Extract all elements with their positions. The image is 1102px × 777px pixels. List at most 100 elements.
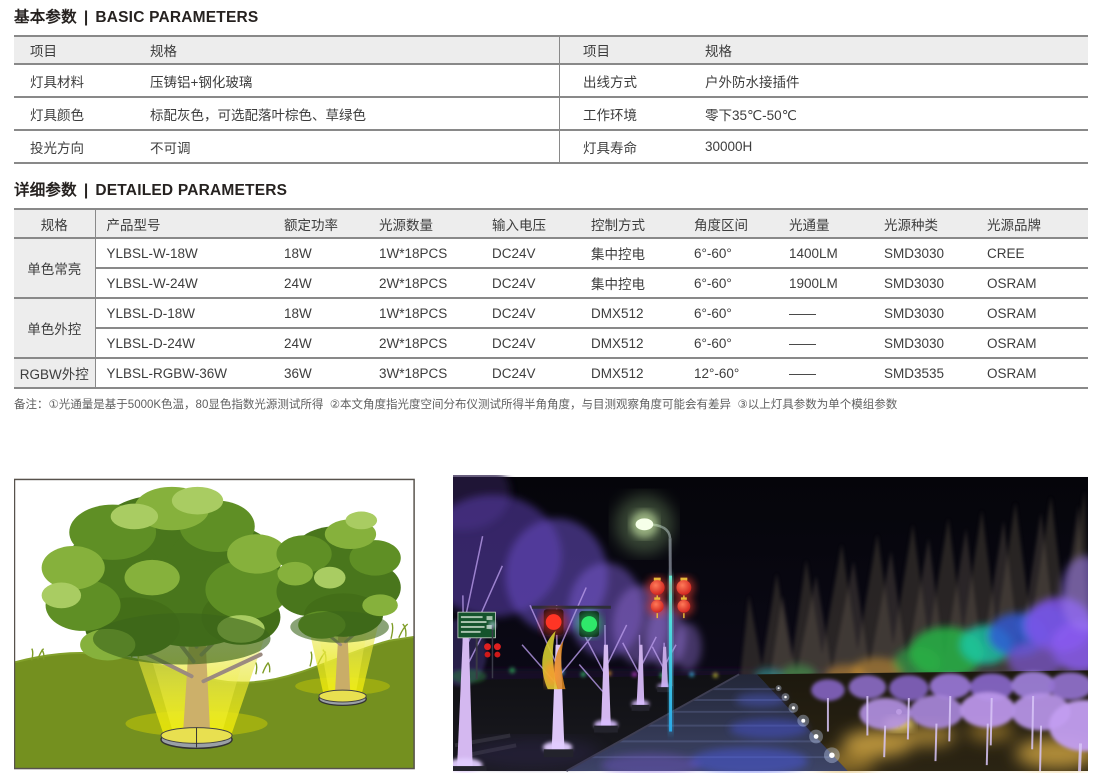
cell-value: 标配灰色，可选配落叶棕色、草绿色 (150, 96, 560, 130)
cell-voltage: DC24V (481, 357, 580, 388)
walkway-glows (600, 693, 808, 773)
cell-led-brand: OSRAM (976, 357, 1088, 388)
traffic-signals (531, 605, 611, 638)
cell-flux: 1900LM (778, 267, 873, 298)
cell-led-type: SMD3030 (873, 297, 976, 328)
road-sign (457, 611, 496, 680)
table-header-row: 项目 规格 (14, 35, 560, 64)
cell-led-qty: 2W*18PCS (368, 327, 481, 358)
cell-model: YLBSL-D-18W (95, 297, 273, 328)
cell-model: YLBSL-W-24W (95, 267, 273, 298)
purple-street-trees (452, 494, 702, 772)
remarks-note: 备注：①光通量是基于5000K色温，80显色指数光源测试所得 ②本文角度指光度空… (14, 399, 898, 411)
red-signal-light (545, 614, 562, 630)
col-header-led-qty: 光源数量 (368, 208, 481, 238)
cell-spec-group: 单色常亮 (14, 237, 96, 298)
cell-led-qty: 1W*18PCS (368, 297, 481, 328)
basic-params-table: 项目 规格 灯具材料 压铸铝+钢化玻璃 灯具颜色 标配灰色，可选配落叶棕色、草绿… (14, 35, 1088, 164)
cell-spec-group: RGBW外控 (14, 357, 96, 388)
cell-angle: 6°-60° (683, 297, 778, 328)
table-row: 灯具颜色 标配灰色，可选配落叶棕色、草绿色 (14, 96, 560, 130)
table-row: YLBSL-W-24W 24W 2W*18PCS DC24V 集中控电 6°-6… (14, 267, 1088, 298)
cell-value: 户外防水接插件 (705, 63, 1088, 97)
cell-control: 集中控电 (580, 237, 683, 268)
table-row: 投光方向 不可调 (14, 129, 560, 163)
cell-flux: 1400LM (778, 237, 873, 268)
cell-led-qty: 3W*18PCS (368, 357, 481, 388)
col-header-control: 控制方式 (580, 208, 683, 238)
cell-item: 灯具颜色 (14, 96, 150, 130)
figures-row (14, 475, 1088, 773)
title-separator: | (83, 9, 89, 26)
purple-tree-trunks (826, 696, 1082, 772)
basic-params-title: 基本参数 | BASIC PARAMETERS (14, 8, 1088, 28)
cell-item: 灯具材料 (14, 63, 150, 97)
cell-angle: 6°-60° (683, 267, 778, 298)
table-row: 灯具寿命 30000H (560, 129, 1088, 163)
col-header-led-brand: 光源品牌 (976, 208, 1088, 238)
cell-power: 24W (273, 267, 368, 298)
basic-title-zh: 基本参数 (14, 9, 77, 26)
tree-base-pads (452, 687, 671, 772)
cell-angle: 6°-60° (683, 327, 778, 358)
cell-voltage: DC24V (481, 267, 580, 298)
table-row: 工作环境 零下35℃-50℃ (560, 96, 1088, 130)
cell-flux: —— (778, 357, 873, 388)
cell-control: DMX512 (580, 357, 683, 388)
detailed-title-zh: 详细参数 (14, 182, 77, 199)
distant-lantern-pole (483, 621, 501, 679)
cell-spec-group: 单色外控 (14, 297, 96, 358)
cell-power: 36W (273, 357, 368, 388)
col-header-item: 项目 (560, 35, 705, 64)
col-header-flux: 光通量 (778, 208, 873, 238)
title-separator: | (83, 182, 89, 199)
cell-item: 出线方式 (560, 63, 705, 97)
col-header-spec: 规格 (14, 208, 96, 238)
cell-flux: —— (778, 327, 873, 358)
cell-led-brand: OSRAM (976, 297, 1088, 328)
col-header-led-type: 光源种类 (873, 208, 976, 238)
basic-title-en: BASIC PARAMETERS (95, 9, 259, 26)
red-lanterns (645, 576, 695, 619)
cell-control: DMX512 (580, 297, 683, 328)
detailed-params-table: 规格 产品型号 额定功率 光源数量 输入电压 控制方式 角度区间 光通量 光源种… (14, 208, 1088, 389)
cell-led-brand: OSRAM (976, 327, 1088, 358)
road-reflection (462, 737, 601, 770)
cell-model: YLBSL-RGBW-36W (95, 357, 273, 388)
col-header-angle: 角度区间 (683, 208, 778, 238)
cell-model: YLBSL-D-24W (95, 327, 273, 358)
small-tree (276, 511, 401, 707)
basic-table-right: 项目 规格 出线方式 户外防水接插件 工作环境 零下35℃-50℃ 灯具寿命 (560, 35, 1088, 164)
green-signal-light (580, 616, 597, 632)
table-row: 单色外控 YLBSL-D-18W 18W 1W*18PCS DC24V DMX5… (14, 297, 1088, 358)
table-header-row: 项目 规格 (560, 35, 1088, 64)
illustration-border (14, 478, 415, 770)
cell-value: 压铸铝+钢化玻璃 (150, 63, 560, 97)
cell-value: 零下35℃-50℃ (705, 96, 1088, 130)
cell-value: 不可调 (150, 129, 560, 163)
table-row: RGBW外控 YLBSL-RGBW-36W 36W 3W*18PCS DC24V… (14, 357, 1088, 388)
table-row: YLBSL-D-24W 24W 2W*18PCS DC24V DMX512 6°… (14, 327, 1088, 358)
tree-canopy (41, 486, 289, 665)
cell-item: 工作环境 (560, 96, 705, 130)
cell-control: DMX512 (580, 327, 683, 358)
col-header-spec: 规格 (705, 35, 1088, 64)
large-tree (41, 486, 289, 750)
cell-led-qty: 1W*18PCS (368, 237, 481, 268)
cell-voltage: DC24V (481, 297, 580, 328)
brick-walkway (566, 674, 848, 773)
night-street-photo (452, 475, 1088, 773)
col-header-item: 项目 (14, 35, 150, 64)
tree-canopy (276, 511, 401, 643)
cell-power: 24W (273, 327, 368, 358)
cell-led-type: SMD3535 (873, 357, 976, 388)
table-row: 灯具材料 压铸铝+钢化玻璃 (14, 63, 560, 97)
table-row: 出线方式 户外防水接插件 (560, 63, 1088, 97)
cell-control: 集中控电 (580, 267, 683, 298)
cell-angle: 12°-60° (683, 357, 778, 388)
cyan-led-strip (668, 575, 672, 732)
cell-led-type: SMD3030 (873, 267, 976, 298)
cell-item: 灯具寿命 (560, 129, 705, 163)
cell-voltage: DC24V (481, 327, 580, 358)
